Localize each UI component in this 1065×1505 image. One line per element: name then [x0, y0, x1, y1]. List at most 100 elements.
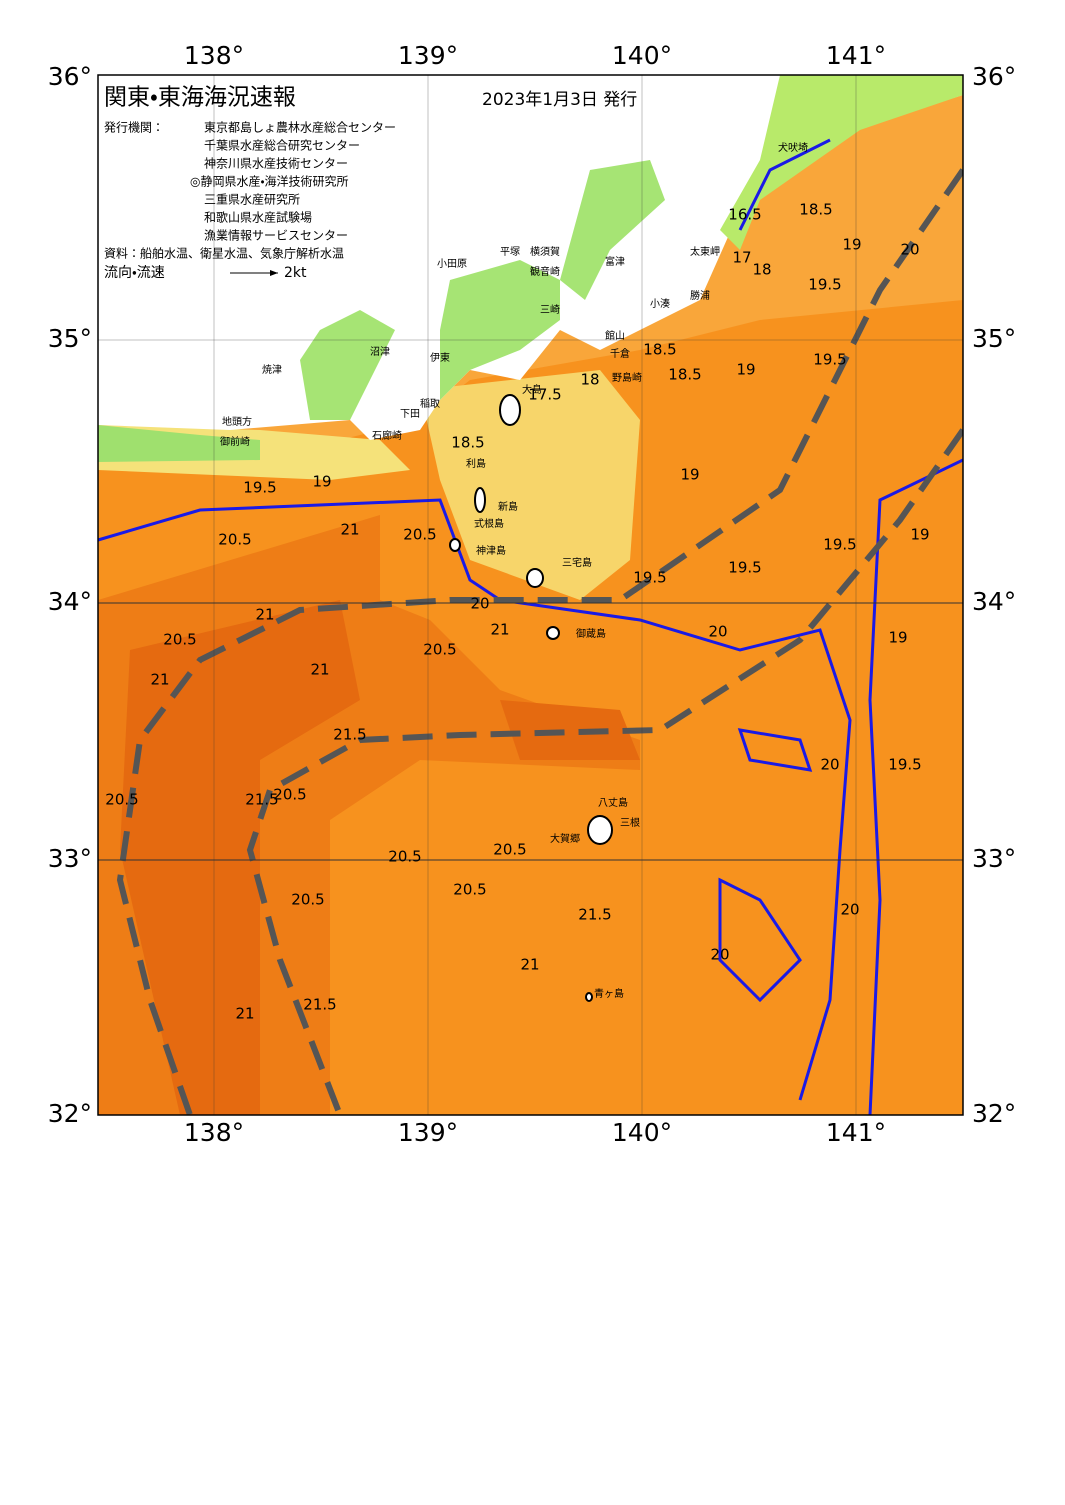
lon-label: 140°	[612, 41, 672, 70]
contour-label: 20	[840, 901, 859, 919]
contour-label: 20.5	[218, 531, 251, 549]
place-name: 太東岬	[690, 245, 720, 258]
place-name: 観音崎	[530, 265, 560, 278]
contour-label: 21	[520, 956, 539, 974]
issuer: 東京都島しょ農林水産総合センター	[204, 120, 396, 135]
coastal-water	[720, 75, 963, 250]
contour-label: 19.5	[823, 536, 856, 554]
contour-label: 20.5	[423, 641, 456, 659]
place-name: 勝浦	[690, 289, 710, 302]
contour-label: 20.5	[493, 841, 526, 859]
contour-labels: 16.5171818.51919.52018.518.517.518191919…	[105, 201, 929, 1023]
contour-label: 18.5	[668, 366, 701, 384]
lat-label: 33°	[972, 844, 1016, 873]
place-name: 石廊崎	[372, 429, 402, 442]
place-name: 三根	[620, 816, 640, 829]
lon-label: 138°	[184, 1118, 244, 1147]
place-name: 沼津	[370, 345, 390, 358]
lon-label: 140°	[612, 1118, 672, 1147]
lon-label: 139°	[398, 41, 458, 70]
place-name: 平塚	[500, 246, 520, 258]
lat-label: 35°	[972, 324, 1016, 353]
contour-label: 18	[752, 261, 771, 279]
contour-label: 19.5	[728, 559, 761, 577]
place-name: 大賀郷	[550, 832, 580, 845]
contour-label: 20.5	[403, 526, 436, 544]
contour-label: 16.5	[728, 206, 761, 224]
contour-label: 20.5	[453, 881, 486, 899]
place-name: 千倉	[610, 348, 630, 360]
issuer: 神奈川県水産技術センター	[204, 156, 348, 171]
contour-label: 20.5	[273, 786, 306, 804]
contour-label: 20	[470, 595, 489, 613]
issuer: 和歌山県水産試験場	[204, 210, 312, 225]
place-name: 伊東	[430, 351, 450, 364]
lon-label: 138°	[184, 41, 244, 70]
place-name: 御蔵島	[576, 627, 606, 640]
contour-label: 21.5	[303, 996, 336, 1014]
place-name: 焼津	[262, 364, 282, 376]
place-name: 館山	[605, 329, 625, 342]
map-area	[98, 75, 963, 1115]
contour-label: 17.5	[528, 386, 561, 404]
place-name: 御前崎	[220, 435, 250, 448]
contour-label: 19	[910, 526, 929, 544]
contour-label: 19	[680, 466, 699, 484]
issuer-label: 発行機関：	[104, 121, 164, 135]
place-name: 神津島	[476, 544, 506, 557]
isotherm-20	[98, 498, 852, 1101]
contour-label: 19.5	[808, 276, 841, 294]
flow-legend-scale: 2kt	[284, 265, 307, 281]
lon-label: 139°	[398, 1118, 458, 1147]
lon-label: 141°	[826, 1118, 886, 1147]
frame	[97, 74, 964, 1116]
isotherm-20	[868, 458, 963, 1115]
lon-label: 141°	[826, 41, 886, 70]
issue-date: 2023年1月3日 発行	[482, 90, 637, 110]
islands	[449, 394, 613, 1002]
place-name: 式根島	[474, 517, 504, 530]
contour-label: 20.5	[163, 631, 196, 649]
lat-label: 34°	[48, 587, 92, 616]
contour-label: 21	[255, 606, 274, 624]
contour-label: 21.5	[245, 791, 278, 809]
contour-label: 19.5	[888, 756, 921, 774]
issuer: 千葉県水産総合研究センター	[204, 138, 360, 153]
lat-label: 36°	[48, 62, 92, 91]
contour-label: 19	[736, 361, 755, 379]
warm-core	[500, 700, 640, 760]
cool-region	[420, 370, 640, 600]
place-name: 三崎	[540, 303, 560, 316]
issuer: ◎静岡県水産・海洋技術研究所	[190, 174, 349, 189]
flow-legend-label: 流向・流速	[104, 265, 165, 281]
island	[499, 394, 521, 426]
title: 関東・東海海況速報	[104, 85, 296, 111]
coastal-water	[440, 260, 560, 400]
island	[587, 815, 613, 845]
contour-label: 21	[340, 521, 359, 539]
island	[585, 992, 593, 1002]
warm-core	[120, 600, 360, 1115]
isotherm-16	[738, 138, 831, 231]
contour-label: 19.5	[813, 351, 846, 369]
lat-label: 35°	[48, 324, 92, 353]
island	[546, 626, 560, 640]
contour-label: 21	[235, 1005, 254, 1023]
coastal-water	[560, 160, 665, 300]
contour-label: 18.5	[799, 201, 832, 219]
contour-label: 20.5	[291, 891, 324, 909]
place-name: 三宅島	[562, 556, 592, 569]
contour-label: 21.5	[578, 906, 611, 924]
place-name: 八丈島	[598, 796, 628, 809]
contour-label: 21.5	[333, 726, 366, 744]
issuer: 漁業情報サービスセンター	[204, 229, 348, 243]
coastal-water	[98, 425, 260, 462]
contour-label: 19	[312, 473, 331, 491]
contour-label: 20	[708, 623, 727, 641]
kuroshio-axis	[246, 428, 963, 1115]
place-name: 富津	[605, 255, 625, 268]
contour-label: 20	[710, 946, 729, 964]
